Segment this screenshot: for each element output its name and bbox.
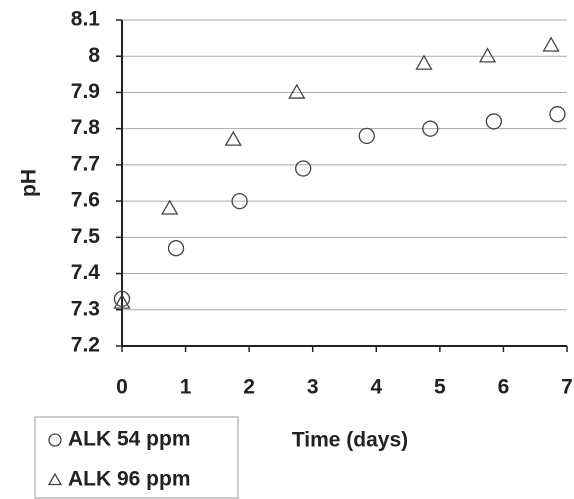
data-point [113, 293, 131, 309]
data-point [224, 130, 242, 146]
x-axis-label: Time (days) [292, 429, 408, 452]
data-point [113, 290, 131, 308]
x-tick-label: 5 [434, 376, 446, 399]
x-tick-label: 3 [307, 376, 319, 399]
data-point [549, 106, 566, 123]
legend-label: ALK 54 ppm [68, 428, 191, 451]
data-point [231, 192, 248, 210]
y-tick-label: 7.6 [71, 189, 100, 212]
y-axis-label: pH [18, 169, 41, 197]
y-tick-label: 8 [88, 44, 100, 67]
data-point [288, 83, 306, 99]
data-point [422, 120, 439, 137]
y-tick-label: 7.4 [71, 261, 101, 284]
data-point [542, 36, 560, 52]
data-point [295, 160, 312, 177]
legend-box [34, 416, 239, 499]
y-tick-label: 7.8 [71, 116, 101, 139]
legend-marker [47, 472, 63, 486]
data-point [478, 47, 497, 63]
x-tick-label: 6 [498, 376, 510, 399]
y-tick-label: 8.1 [71, 8, 101, 31]
y-tick-label: 7.2 [71, 334, 100, 357]
y-tick-label: 7.7 [71, 152, 100, 175]
y-tick-label: 7.3 [71, 297, 100, 320]
x-tick-label: 1 [180, 376, 192, 399]
data-point [415, 54, 433, 70]
data-point [358, 127, 375, 145]
data-point [167, 240, 185, 257]
x-tick-label: 2 [243, 376, 255, 399]
x-tick-label: 0 [116, 376, 128, 399]
x-tick-label: 7 [561, 376, 573, 399]
y-tick-label: 7.9 [71, 80, 100, 103]
data-point [485, 113, 503, 130]
y-tick-label: 7.5 [71, 225, 101, 248]
data-point [161, 199, 179, 215]
legend-label: ALK 96 ppm [68, 468, 191, 491]
legend-marker [48, 433, 62, 447]
x-tick-label: 4 [370, 376, 382, 399]
